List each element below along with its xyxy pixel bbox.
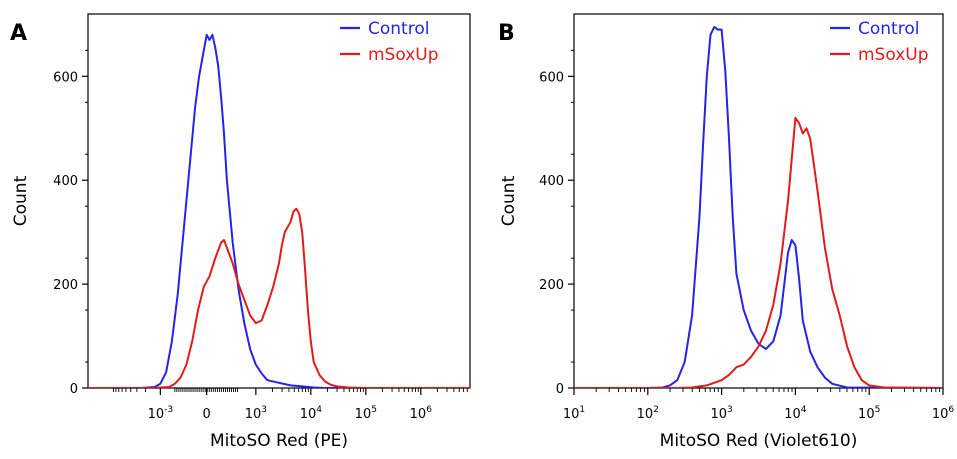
x-tick-base: 0 [203, 407, 211, 422]
x-axis-title: MitoSO Red (Violet610) [660, 431, 858, 451]
y-axis-title: Count [11, 175, 31, 226]
y-tick-label: 600 [539, 70, 564, 85]
x-axis-title: MitoSO Red (PE) [210, 431, 348, 451]
series-line-control [88, 33, 470, 388]
plot-frame [573, 13, 944, 389]
x-tick-exponent: 4 [801, 405, 807, 415]
x-tick-label: 106 [932, 405, 955, 422]
x-tick-base: 10 [858, 407, 875, 422]
x-tick-label: 104 [300, 405, 323, 422]
legend-label-control: Control [368, 19, 429, 39]
x-tick-base: 10 [355, 407, 372, 422]
y-tick-label: 0 [556, 382, 564, 397]
plot-frame [87, 13, 471, 389]
y-tick-label: 400 [53, 174, 78, 189]
x-tick-label: 106 [410, 405, 433, 422]
y-axis-title: Count [499, 175, 519, 226]
x-tick-label: 104 [784, 405, 807, 422]
x-tick-exponent: 4 [316, 405, 322, 415]
x-tick-base: 10 [932, 407, 949, 422]
y-tick-label: 600 [53, 70, 78, 85]
series-line-msoxup [88, 207, 470, 388]
y-tick-label: 0 [70, 382, 78, 397]
x-tick-label: 105 [355, 405, 377, 422]
y-tick-label: 200 [539, 278, 564, 293]
x-tick-base: 10 [784, 407, 801, 422]
x-tick-label: 103 [710, 405, 732, 422]
x-tick-exponent: 6 [948, 405, 954, 415]
legend-label-msoxup: mSoxUp [858, 45, 929, 65]
x-tick-label: 105 [858, 405, 880, 422]
x-tick-label: 103 [245, 405, 267, 422]
x-tick-base: 10 [563, 407, 580, 422]
x-tick-label: 101 [563, 405, 585, 422]
x-tick-exponent: -3 [164, 405, 173, 415]
x-tick-base: 10 [710, 407, 727, 422]
panel-label: B [498, 21, 515, 46]
y-tick-label: 400 [539, 174, 564, 189]
x-tick-base: 10 [637, 407, 654, 422]
x-tick-base: 10 [148, 407, 165, 422]
x-tick-exponent: 3 [261, 405, 267, 415]
x-tick-base: 10 [300, 407, 317, 422]
x-tick-label: 102 [637, 405, 659, 422]
y-tick-label: 200 [53, 278, 78, 293]
series-line-control [574, 26, 943, 388]
x-tick-base: 10 [410, 407, 427, 422]
legend-label-control: Control [858, 19, 919, 39]
x-tick-exponent: 5 [371, 405, 377, 415]
x-tick-exponent: 1 [579, 405, 585, 415]
x-tick-label: 0 [203, 407, 211, 422]
x-tick-exponent: 6 [426, 405, 432, 415]
x-tick-label: 10-3 [148, 405, 174, 422]
panel-label: A [10, 21, 27, 46]
x-tick-exponent: 3 [727, 405, 733, 415]
legend-label-msoxup: mSoxUp [368, 45, 439, 65]
series-line-msoxup [574, 116, 943, 388]
x-tick-base: 10 [245, 407, 262, 422]
x-tick-exponent: 5 [875, 405, 881, 415]
x-tick-exponent: 2 [653, 405, 659, 415]
